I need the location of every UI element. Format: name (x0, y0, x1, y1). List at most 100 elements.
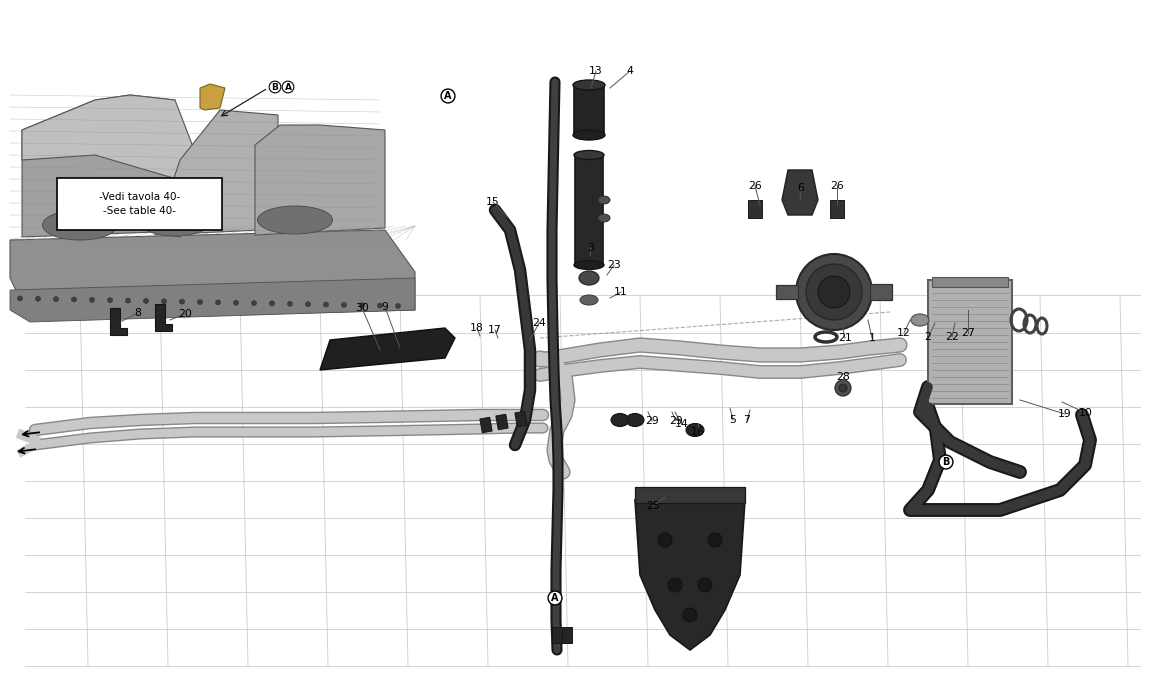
Ellipse shape (574, 260, 604, 270)
Circle shape (342, 303, 346, 307)
Circle shape (306, 302, 311, 307)
Bar (562, 627, 572, 643)
Text: 14: 14 (675, 419, 689, 429)
Circle shape (683, 608, 697, 622)
Bar (776, 285, 798, 299)
Ellipse shape (573, 80, 605, 90)
Bar (480, 417, 492, 433)
Circle shape (708, 533, 722, 547)
Ellipse shape (574, 150, 604, 160)
Text: 29: 29 (669, 416, 683, 426)
Text: 28: 28 (836, 372, 850, 382)
Circle shape (198, 300, 202, 305)
Circle shape (288, 301, 292, 306)
Text: 26: 26 (830, 181, 844, 191)
Polygon shape (155, 110, 278, 235)
Circle shape (658, 533, 672, 547)
Polygon shape (255, 125, 385, 235)
Text: 10: 10 (1079, 408, 1092, 418)
Circle shape (252, 301, 256, 305)
Ellipse shape (258, 206, 332, 234)
Polygon shape (110, 308, 126, 335)
Ellipse shape (140, 208, 210, 236)
Bar (515, 411, 527, 427)
Text: 17: 17 (488, 325, 501, 335)
Bar (871, 284, 892, 300)
Circle shape (179, 299, 184, 304)
Polygon shape (155, 160, 200, 237)
Bar (928, 280, 1012, 404)
Ellipse shape (611, 413, 629, 426)
Circle shape (17, 296, 23, 301)
Polygon shape (782, 170, 818, 215)
Text: 1: 1 (868, 333, 875, 343)
Circle shape (377, 303, 383, 308)
Text: B: B (271, 83, 278, 92)
Text: A: A (444, 91, 452, 101)
Text: 19: 19 (1058, 409, 1072, 419)
Text: 5: 5 (729, 415, 736, 425)
Circle shape (360, 303, 365, 308)
Circle shape (806, 264, 862, 320)
Text: 27: 27 (961, 328, 975, 338)
Bar (496, 414, 508, 430)
Circle shape (818, 276, 850, 308)
Polygon shape (10, 278, 415, 322)
Text: 3: 3 (588, 243, 595, 253)
Text: 20: 20 (178, 309, 192, 319)
Ellipse shape (573, 130, 605, 140)
Text: 16: 16 (691, 427, 705, 437)
Circle shape (323, 302, 329, 307)
Circle shape (90, 297, 94, 303)
Text: 22: 22 (945, 332, 959, 342)
Ellipse shape (626, 413, 644, 426)
Circle shape (698, 578, 712, 592)
Ellipse shape (911, 314, 929, 326)
Text: -Vedi tavola 40-
-See table 40-: -Vedi tavola 40- -See table 40- (99, 192, 181, 217)
Text: 24: 24 (532, 318, 546, 328)
Text: 7: 7 (744, 415, 751, 425)
Text: 26: 26 (749, 181, 761, 191)
Text: 15: 15 (486, 197, 500, 207)
Circle shape (668, 578, 682, 592)
Circle shape (54, 296, 59, 302)
Text: 12: 12 (897, 328, 911, 338)
Text: 29: 29 (645, 416, 659, 426)
Text: A: A (284, 83, 291, 92)
Polygon shape (635, 500, 745, 650)
Circle shape (125, 298, 130, 303)
Polygon shape (22, 95, 175, 237)
Circle shape (796, 254, 872, 330)
Bar (552, 627, 562, 643)
Text: 6: 6 (798, 183, 805, 193)
Circle shape (36, 296, 40, 301)
Bar (748, 200, 762, 218)
Circle shape (71, 297, 77, 302)
Text: 8: 8 (135, 308, 141, 318)
Text: 4: 4 (627, 66, 634, 76)
Text: 23: 23 (607, 260, 621, 270)
Ellipse shape (687, 423, 704, 436)
Ellipse shape (598, 214, 610, 222)
Bar (635, 487, 745, 503)
Circle shape (161, 298, 167, 304)
Circle shape (840, 384, 848, 392)
Circle shape (396, 303, 400, 309)
Ellipse shape (580, 295, 598, 305)
Circle shape (144, 298, 148, 303)
Ellipse shape (578, 271, 599, 285)
Bar (574, 85, 604, 135)
Text: 9: 9 (382, 302, 389, 312)
Polygon shape (22, 95, 200, 180)
Text: 30: 30 (355, 303, 369, 313)
Polygon shape (155, 304, 172, 331)
Circle shape (835, 380, 851, 396)
Bar (830, 200, 844, 218)
Text: 21: 21 (838, 333, 852, 343)
Text: B: B (942, 457, 950, 467)
Polygon shape (320, 328, 455, 370)
Circle shape (269, 301, 275, 306)
Bar (575, 155, 603, 265)
FancyBboxPatch shape (58, 178, 222, 230)
Text: 13: 13 (589, 66, 603, 76)
